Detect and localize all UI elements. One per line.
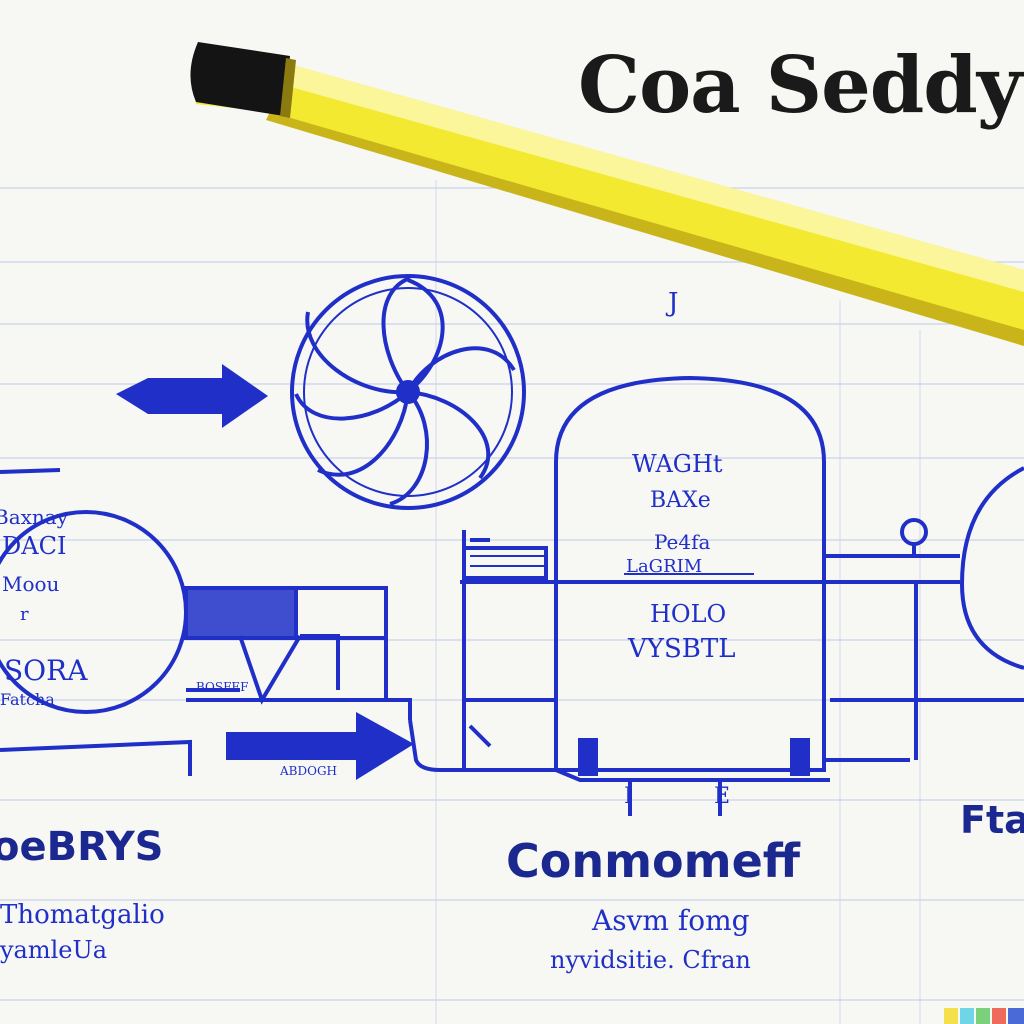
left-subtext: yamleUa bbox=[0, 936, 108, 964]
pump-caption: BOSFEF bbox=[196, 680, 249, 694]
center-tank-hatching bbox=[470, 555, 754, 575]
center-subtext: Asvm fomg bbox=[592, 904, 750, 937]
left-heading: oeBRYS bbox=[0, 824, 164, 870]
left-tank-label: Baxnay bbox=[0, 505, 69, 529]
left-tank-label: r bbox=[20, 604, 29, 625]
left-tank-label: SORA bbox=[4, 654, 88, 687]
left-subtext: Thomatgalio bbox=[0, 900, 165, 930]
center-tank-label: Pe4fa bbox=[654, 530, 711, 554]
center-tank-label: VYSBTL bbox=[628, 634, 736, 664]
center-tank-label: HOLO bbox=[650, 600, 727, 628]
center-tank bbox=[460, 375, 960, 816]
pencil-eraser bbox=[190, 42, 290, 116]
pump-block bbox=[184, 586, 470, 772]
pencil bbox=[190, 42, 1024, 346]
left-tank-label: Moou bbox=[2, 572, 60, 596]
page-title: Coa Seddy bbox=[578, 40, 1022, 131]
inflow-arrow bbox=[116, 364, 268, 428]
corner-swatch bbox=[960, 1008, 974, 1024]
corner-swatch bbox=[976, 1008, 990, 1024]
left-tank-label: Fatcha bbox=[0, 690, 55, 709]
left-tank-label: DACI bbox=[2, 532, 67, 560]
center-heading: Conmomeff bbox=[506, 834, 801, 888]
center-tank-label: WAGHt bbox=[632, 450, 723, 478]
tick-label: I bbox=[624, 784, 633, 809]
outflow-arrow bbox=[226, 712, 414, 780]
swirl-fan bbox=[290, 274, 526, 510]
right-assembly bbox=[824, 466, 1024, 762]
outflow-caption: ABDOGH bbox=[280, 764, 337, 778]
top-mark: J bbox=[668, 288, 679, 318]
center-tank-label: BAXe bbox=[650, 488, 711, 513]
corner-swatch bbox=[944, 1008, 958, 1024]
corner-swatch bbox=[1008, 1008, 1024, 1024]
right-heading: Fta bbox=[960, 798, 1024, 842]
center-subtext: nyvidsitie. Cfran bbox=[550, 946, 751, 974]
corner-swatch bbox=[992, 1008, 1006, 1024]
tick-label: E bbox=[714, 784, 731, 809]
ruled-lines bbox=[0, 180, 1024, 1024]
center-tank-label: LaGRIM bbox=[626, 556, 703, 577]
